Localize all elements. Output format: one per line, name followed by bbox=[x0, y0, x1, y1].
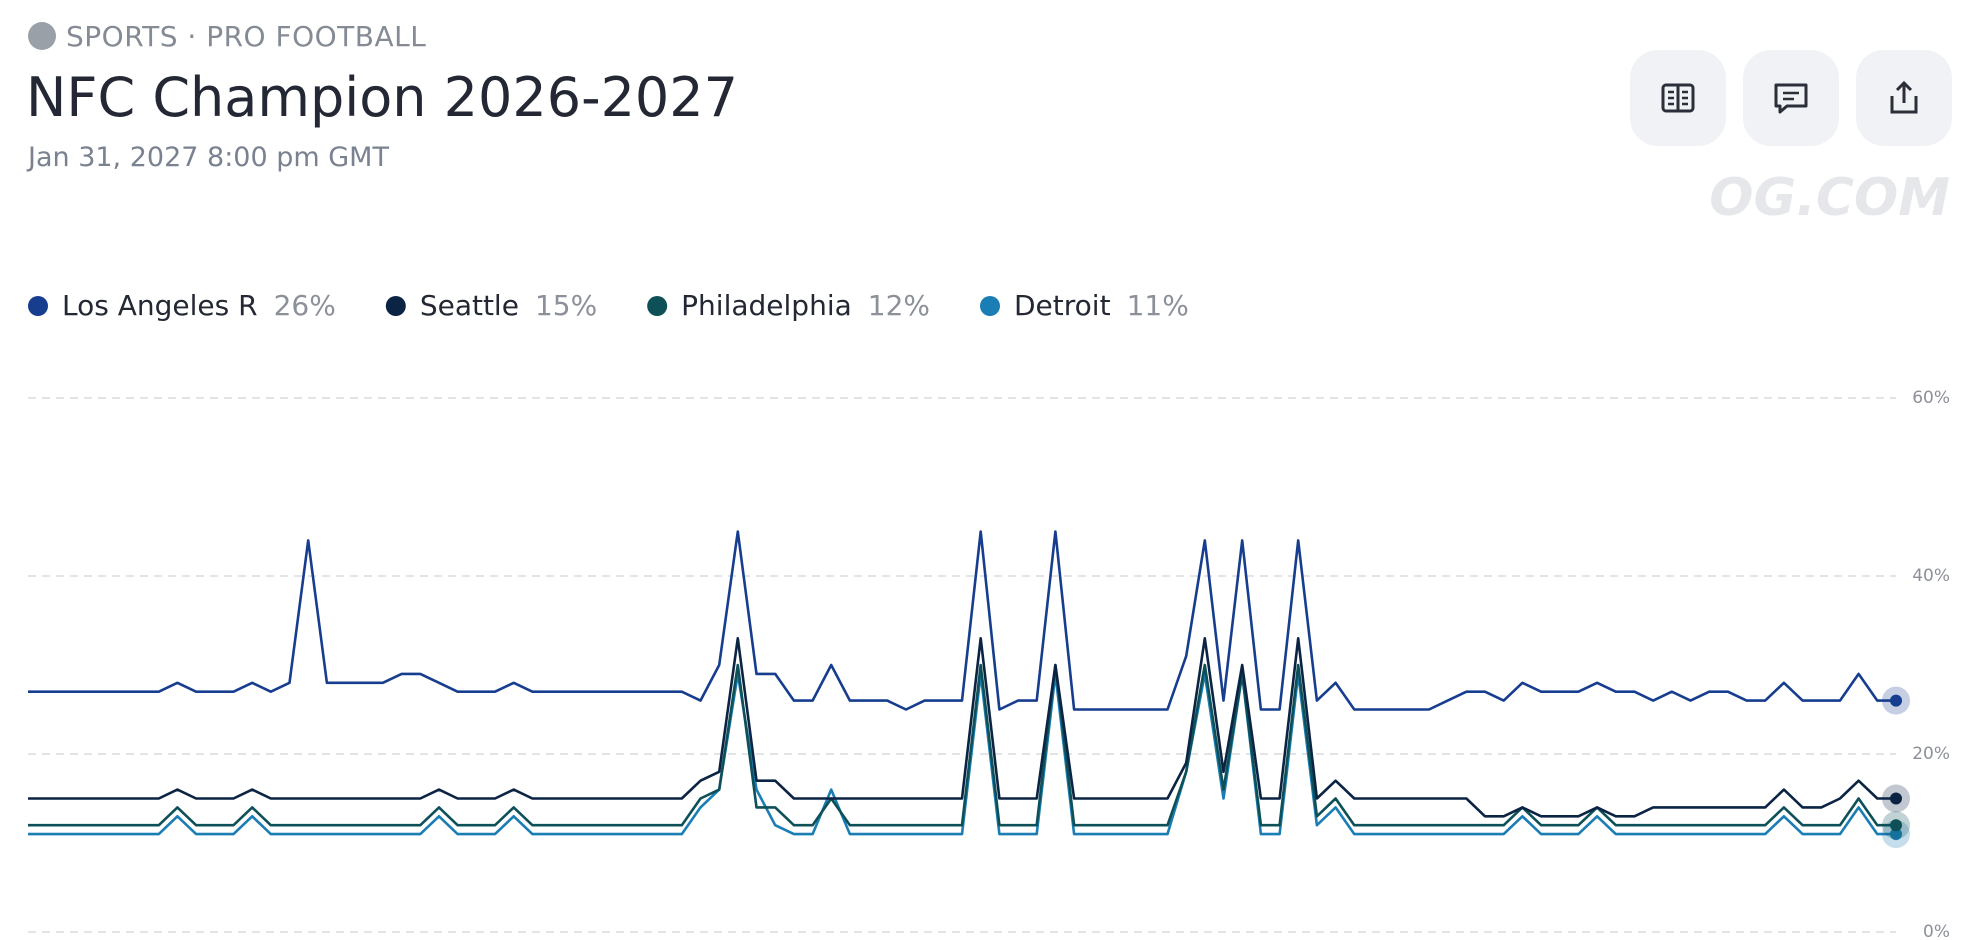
watermark: OG.COM bbox=[1709, 168, 1950, 228]
series-line bbox=[28, 530, 1896, 711]
legend-name: Seattle bbox=[420, 289, 519, 322]
y-tick-label: 20% bbox=[1912, 744, 1950, 764]
legend-name: Los Angeles R bbox=[62, 289, 258, 322]
legend-marker bbox=[28, 296, 48, 316]
end-point bbox=[1890, 792, 1902, 805]
legend-value: 11% bbox=[1127, 289, 1189, 322]
y-tick-label: 60% bbox=[1912, 388, 1950, 408]
chart: Los Angeles R 26% Seattle 15% Philadelphia 12… bbox=[28, 289, 1950, 940]
legend-marker bbox=[647, 296, 668, 316]
category[interactable]: SPORTS · PRO FOOTBALL bbox=[66, 20, 427, 53]
series-line bbox=[28, 663, 1896, 827]
market-date: Jan 31, 2027 8:00 pm GMT bbox=[28, 142, 389, 173]
legend-value: 12% bbox=[868, 289, 930, 322]
legend-marker bbox=[980, 296, 1000, 316]
legend-value: 15% bbox=[535, 289, 597, 322]
legend-value: 26% bbox=[274, 289, 336, 322]
football-icon bbox=[28, 22, 56, 50]
end-point bbox=[1890, 819, 1902, 832]
legend-marker bbox=[385, 296, 406, 316]
y-tick-label: 40% bbox=[1912, 566, 1950, 586]
end-point bbox=[1890, 828, 1902, 841]
legend-name: Detroit bbox=[1014, 289, 1111, 322]
market-title: NFC Champion 2026-2027 bbox=[26, 66, 738, 129]
legend-name: Philadelphia bbox=[681, 289, 852, 322]
series-line bbox=[28, 672, 1896, 836]
series-line bbox=[28, 637, 1896, 818]
comments-button[interactable] bbox=[1743, 50, 1839, 146]
end-point bbox=[1890, 694, 1902, 707]
y-tick-label: 0% bbox=[1923, 922, 1950, 940]
rules-button[interactable] bbox=[1630, 50, 1726, 146]
share-button[interactable] bbox=[1856, 50, 1952, 146]
